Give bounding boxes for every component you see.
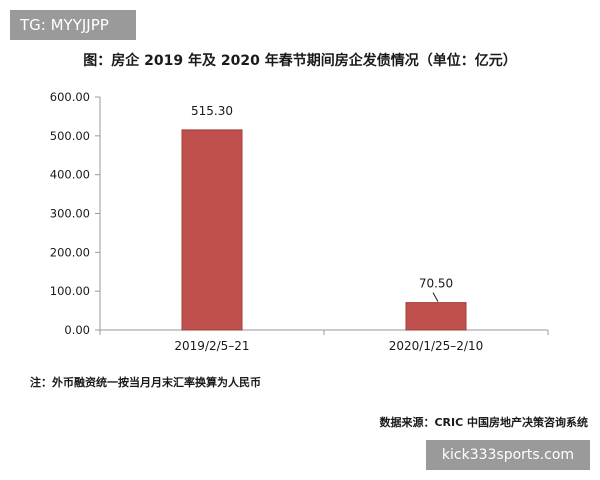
data-label: 70.50: [419, 277, 453, 291]
footnote: 注：外币融资统一按当月月末汇率换算为人民币: [30, 376, 261, 389]
y-tick-label: 600.00: [50, 90, 90, 104]
bar: [181, 129, 243, 331]
y-tick-label: 0.00: [64, 323, 90, 337]
y-tick-label: 100.00: [50, 284, 90, 298]
x-tick-label: 2019/2/5–21: [174, 339, 249, 353]
watermark-top-left: TG: MYYJJPP: [10, 10, 136, 40]
y-tick-label: 200.00: [50, 245, 90, 259]
data-source: 数据来源：CRIC 中国房地产决策咨询系统: [379, 416, 588, 429]
chart-title: 图：房企 2019 年及 2020 年春节期间房企发债情况（单位：亿元）: [83, 53, 517, 69]
data-label-leader: [432, 292, 439, 302]
x-tick-label: 2020/1/25–2/10: [389, 339, 483, 353]
bar: [405, 302, 467, 331]
y-tick-label: 300.00: [50, 207, 90, 221]
watermark-bottom-right: kick333sports.com: [426, 440, 590, 470]
y-tick-label: 500.00: [50, 129, 90, 143]
y-tick-label: 400.00: [50, 168, 90, 182]
bar-chart: 0.00 100.00 200.00 300.00 400.00 500.00 600.00…: [50, 90, 549, 353]
data-label: 515.30: [191, 104, 233, 118]
